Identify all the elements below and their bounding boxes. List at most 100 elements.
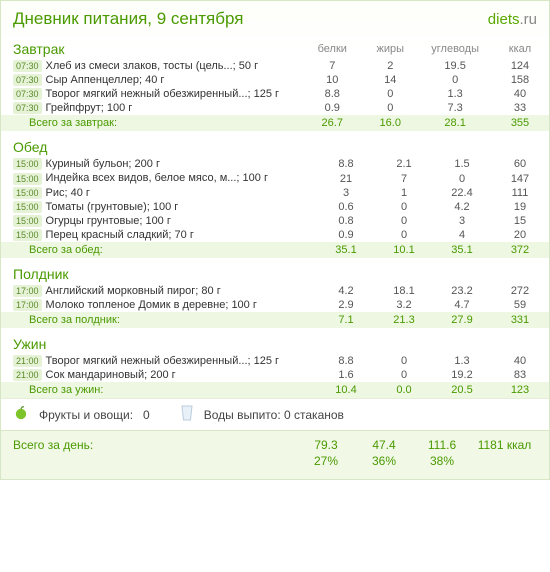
food-c: 0 (433, 171, 491, 185)
food-name[interactable]: Рис; 40 г (46, 187, 90, 199)
food-k: 147 (491, 171, 549, 185)
meal-total-k: 331 (491, 312, 549, 328)
food-k: 60 (491, 157, 549, 171)
meal-total-row: Всего за полдник:7.121.327.9331 (1, 312, 549, 328)
time-badge: 15:00 (13, 229, 42, 241)
food-f: 0 (375, 214, 433, 228)
time-badge: 21:00 (13, 369, 42, 381)
food-k: 40 (491, 87, 549, 101)
food-row: 21:00 Творог мягкий нежный обезжиренный..… (1, 354, 549, 368)
food-name[interactable]: Английский морковный пирог; 80 г (46, 285, 221, 297)
page-title: Дневник питания, 9 сентября (13, 9, 243, 29)
food-name[interactable]: Молоко топленое Домик в деревне; 100 г (46, 299, 257, 311)
fruits-label: Фрукты и овощи: (39, 408, 133, 422)
food-k: 158 (491, 73, 549, 87)
food-f: 1 (375, 186, 433, 200)
meal-total-label: Всего за завтрак: (1, 115, 303, 131)
grand-protein: 79.3 (297, 437, 355, 453)
food-row: 15:00Индейка всех видов, белое мясо, м..… (1, 171, 549, 185)
food-row: 17:00 Молоко топленое Домик в деревне; 10… (1, 298, 549, 312)
meal-table: Завтракбелкижирыуглеводыккал07:30Хлеб из… (1, 33, 549, 131)
food-c: 4.2 (433, 200, 491, 214)
meal-total-f: 21.3 (375, 312, 433, 328)
time-badge: 15:00 (13, 215, 42, 227)
time-badge: 07:30 (13, 102, 42, 114)
grand-fat: 47.4 (355, 437, 413, 453)
food-p: 21 (317, 171, 375, 185)
food-f: 2.1 (375, 157, 433, 171)
meal-title: Ужин (13, 336, 46, 352)
meal-header-row: Завтракбелкижирыуглеводыккал (1, 33, 549, 59)
time-badge: 21:00 (13, 355, 42, 367)
meal-total-c: 28.1 (419, 115, 491, 131)
col-head-carbs: углеводы (419, 33, 491, 59)
food-p: 0.9 (303, 101, 361, 115)
food-f: 0 (375, 200, 433, 214)
food-k: 33 (491, 101, 549, 115)
food-k: 15 (491, 214, 549, 228)
food-f: 3.2 (375, 298, 433, 312)
meal-total-label: Всего за ужин: (1, 382, 317, 398)
meal-title: Полдник (13, 266, 69, 282)
food-k: 111 (491, 186, 549, 200)
meal-total-p: 35.1 (317, 242, 375, 258)
food-p: 1.6 (317, 368, 375, 382)
food-row: 17:00Английский морковный пирог; 80 г4.2… (1, 284, 549, 298)
logo-tld: .ru (519, 11, 537, 28)
food-name[interactable]: Огурцы грунтовые; 100 г (46, 215, 171, 227)
meal-table: Ужин 21:00 Творог мягкий нежный обезжиренн… (1, 328, 549, 398)
food-name[interactable]: Творог мягкий нежный обезжиренный...; 12… (46, 355, 280, 367)
time-badge: 15:00 (13, 158, 42, 170)
food-row: 15:00 Куриный бульон; 200 г 8.82.11.560 (1, 157, 549, 171)
meal-total-c: 27.9 (433, 312, 491, 328)
meal-title: Обед (13, 139, 47, 155)
food-c: 4.7 (433, 298, 491, 312)
food-k: 19 (491, 200, 549, 214)
food-p: 2.9 (317, 298, 375, 312)
meal-header-row: Ужин (1, 328, 549, 354)
header: Дневник питания, 9 сентября diets.ru (1, 1, 549, 33)
meal-table: Полдник17:00Английский морковный пирог; … (1, 258, 549, 328)
food-name[interactable]: Грейпфрут; 100 г (46, 102, 133, 114)
food-k: 83 (491, 368, 549, 382)
food-p: 0.9 (317, 228, 375, 242)
food-row: 07:30Сыр Аппенцеллер; 40 г10140158 (1, 73, 549, 87)
food-c: 1.3 (419, 87, 491, 101)
food-k: 59 (491, 298, 549, 312)
meal-total-c: 35.1 (433, 242, 491, 258)
food-name[interactable]: Индейка всех видов, белое мясо, м...; 10… (46, 172, 268, 184)
food-c: 1.5 (433, 157, 491, 171)
food-c: 0 (419, 73, 491, 87)
food-row: 15:00Рис; 40 г3122.4111 (1, 186, 549, 200)
food-c: 1.3 (433, 354, 491, 368)
food-name[interactable]: Куриный бульон; 200 г (46, 158, 160, 170)
meal-total-p: 7.1 (317, 312, 375, 328)
meal-total-f: 0.0 (375, 382, 433, 398)
food-row: 07:30Творог мягкий нежный обезжиренный..… (1, 87, 549, 101)
food-name[interactable]: Перец красный сладкий; 70 г (46, 229, 194, 241)
meal-total-f: 16.0 (361, 115, 419, 131)
time-badge: 17:00 (13, 299, 42, 311)
food-name[interactable]: Томаты (грунтовые); 100 г (46, 201, 179, 213)
food-p: 8.8 (303, 87, 361, 101)
food-f: 0 (375, 368, 433, 382)
meal-total-row: Всего за ужин:10.40.020.5123 (1, 382, 549, 398)
col-head-fat: жиры (361, 33, 419, 59)
food-row: 15:00Томаты (грунтовые); 100 г0.604.219 (1, 200, 549, 214)
meal-total-c: 20.5 (433, 382, 491, 398)
food-c: 23.2 (433, 284, 491, 298)
food-f: 2 (361, 59, 419, 73)
food-p: 7 (303, 59, 361, 73)
grand-carbs: 111.6 (413, 437, 471, 453)
time-badge: 07:30 (13, 60, 42, 72)
food-name[interactable]: Сыр Аппенцеллер; 40 г (46, 74, 165, 86)
food-name[interactable]: Хлеб из смеси злаков, тосты (цель...; 50… (46, 60, 259, 72)
food-c: 22.4 (433, 186, 491, 200)
grand-pct-row: 27% 36% 38% (1, 453, 549, 469)
food-name[interactable]: Творог мягкий нежный обезжиренный...; 12… (46, 88, 280, 100)
food-name[interactable]: Сок мандариновый; 200 г (46, 369, 176, 381)
food-p: 8.8 (317, 157, 375, 171)
food-f: 0 (375, 354, 433, 368)
food-row: 15:00Перец красный сладкий; 70 г0.90420 (1, 228, 549, 242)
meal-total-row: Всего за обед:35.110.135.1372 (1, 242, 549, 258)
